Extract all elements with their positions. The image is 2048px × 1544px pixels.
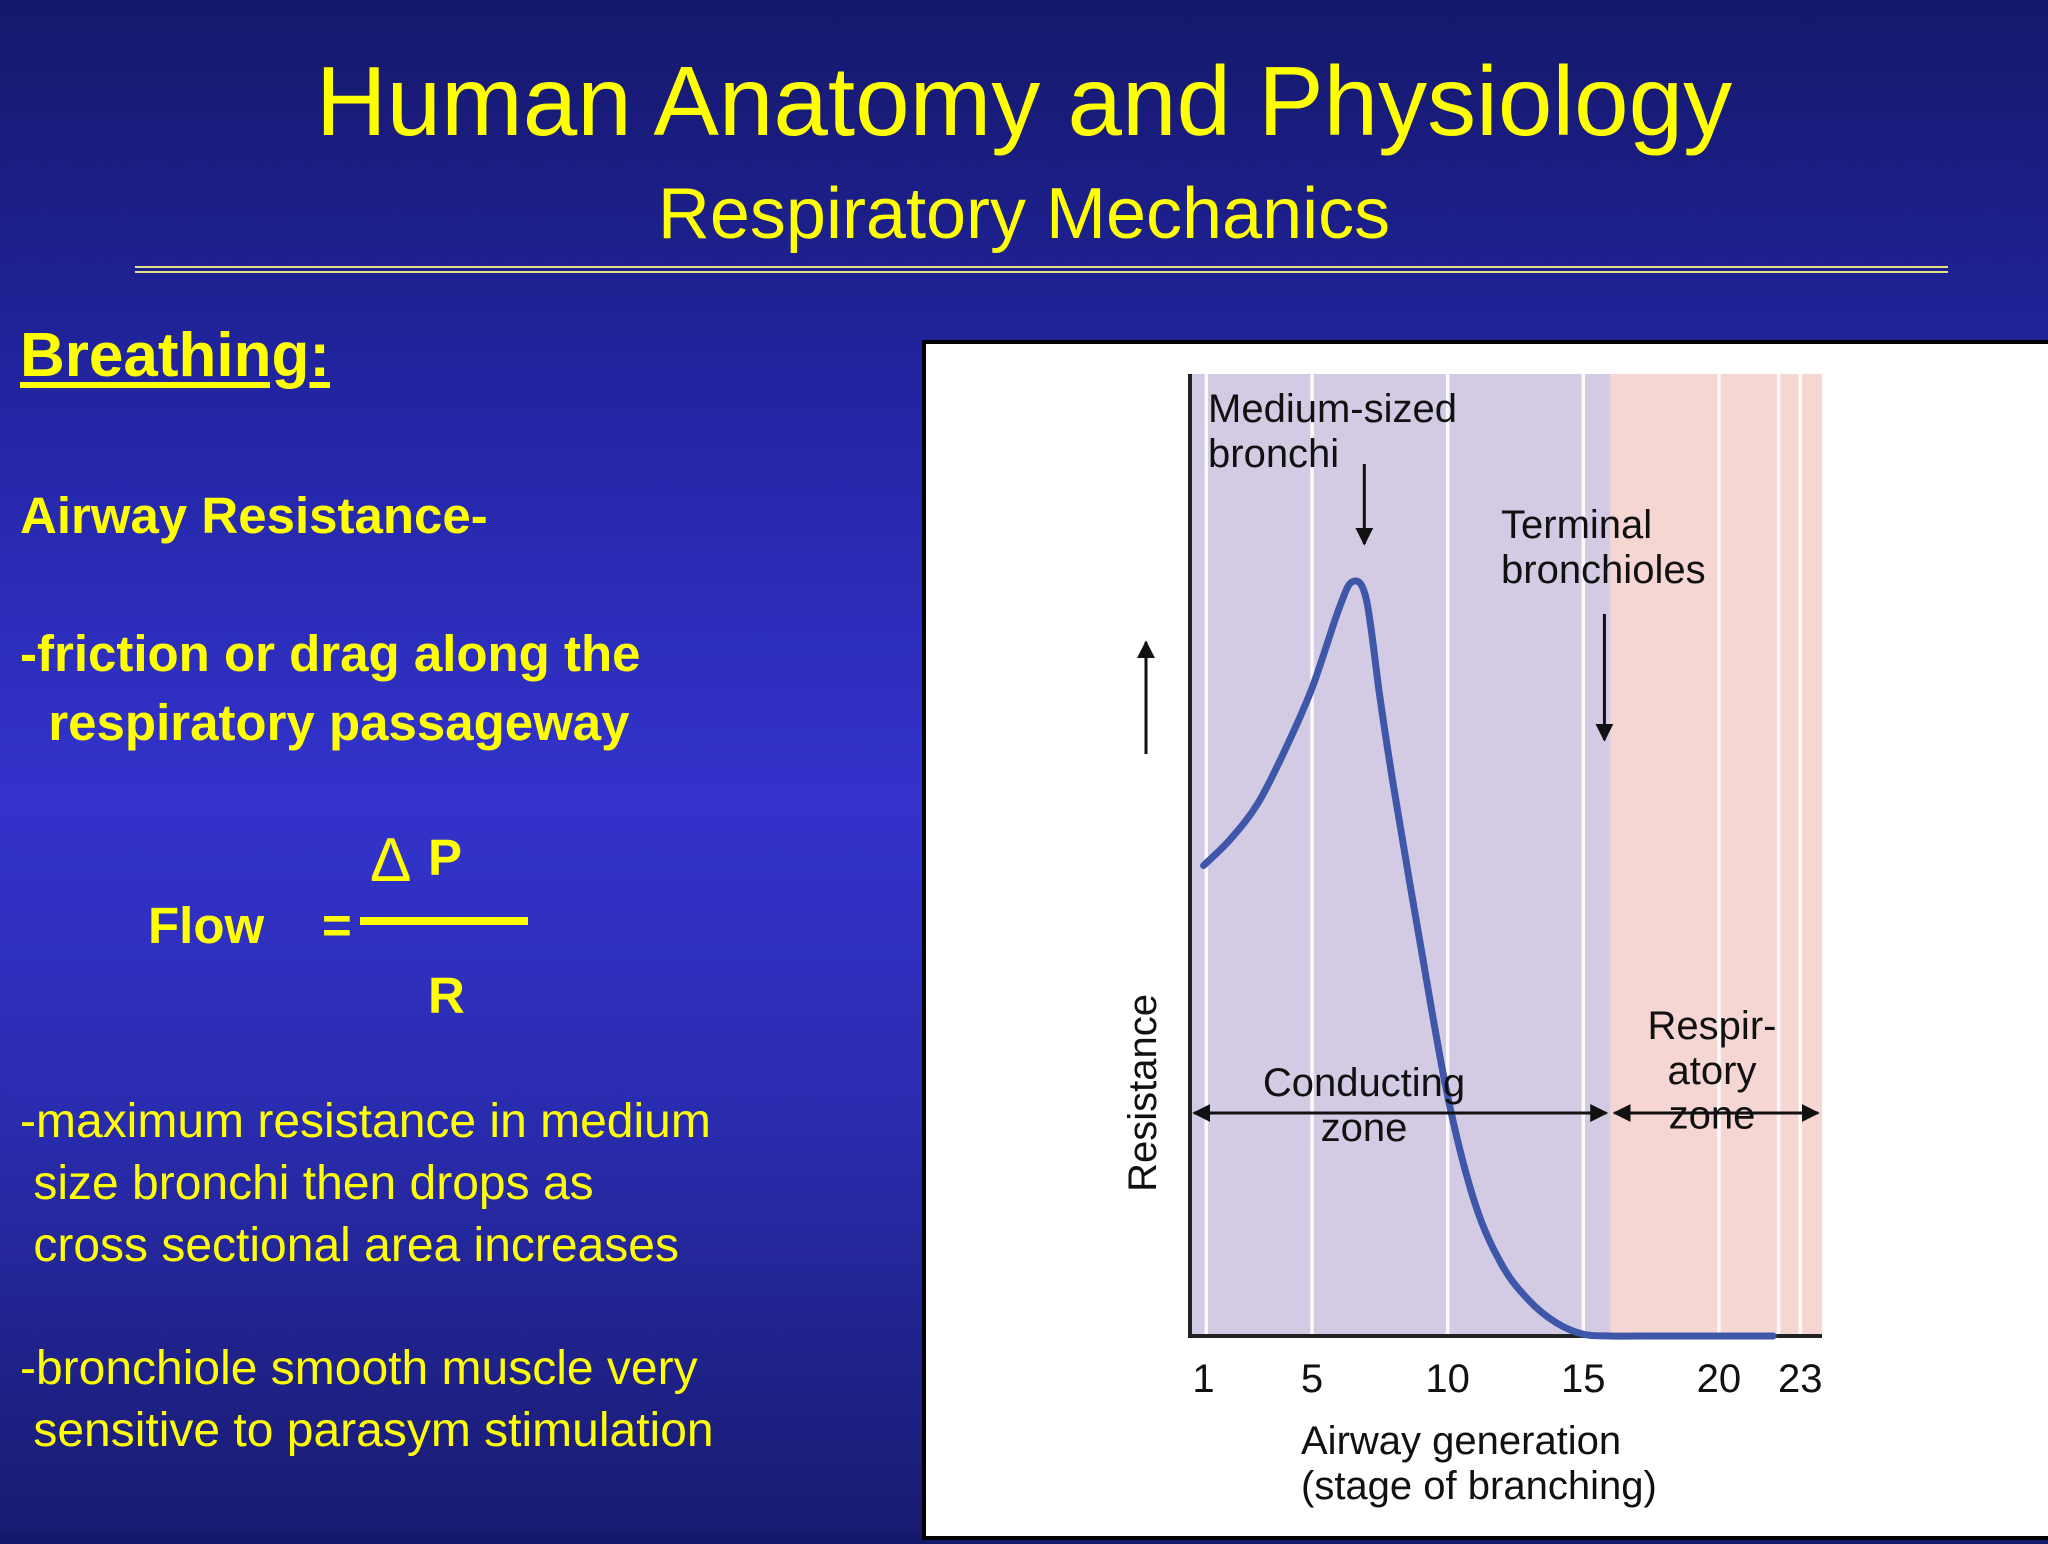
respiratory-zone-label: Respir-atory zone bbox=[1648, 1004, 1777, 1138]
definition-line-2: respiratory passageway bbox=[20, 694, 630, 751]
formula-equals: = bbox=[322, 897, 352, 954]
conducting-zone-label: Conducting zone bbox=[1263, 1061, 1465, 1150]
chart-panel: 1 5 10 15 20 23 Airway generation (stage of bra… bbox=[922, 340, 2048, 1540]
slide-subtitle: Respiratory Mechanics bbox=[657, 174, 1391, 254]
annotation-medium-bronchi: Medium-sized bronchi bbox=[1208, 387, 1457, 476]
definition-line-1: -friction or drag along the bbox=[20, 625, 641, 682]
formula-numerator: P bbox=[428, 829, 463, 886]
x-tick-label-5: 5 bbox=[1301, 1357, 1323, 1401]
bullet-bronchiole-line-2: sensitive to parasym stimulation bbox=[20, 1404, 714, 1457]
title-rule-bottom bbox=[135, 271, 1948, 273]
x-tick-label-10: 10 bbox=[1425, 1357, 1470, 1401]
slide-title: Human Anatomy and Physiology bbox=[315, 46, 1733, 156]
x-tick-label-23: 23 bbox=[1778, 1357, 1823, 1401]
x-tick-label-1: 1 bbox=[1192, 1357, 1214, 1401]
title-rule-top bbox=[135, 266, 1948, 268]
x-tick-label-15: 15 bbox=[1561, 1357, 1606, 1401]
fraction-bar bbox=[360, 917, 528, 925]
bullet-bronchiole-line-1: -bronchiole smooth muscle very bbox=[20, 1342, 698, 1395]
formula-denominator: R bbox=[428, 967, 465, 1024]
bullet-max-line-3: cross sectional area increases bbox=[20, 1219, 679, 1272]
section-heading: Breathing: bbox=[20, 321, 330, 390]
delta-symbol: Δ bbox=[370, 826, 412, 895]
bullet-max-line-1: -maximum resistance in medium bbox=[20, 1095, 711, 1148]
annotation-terminal-bronchioles: Terminal bronchioles bbox=[1501, 503, 1706, 592]
x-axis-title: Airway generation (stage of branching) bbox=[1301, 1419, 1657, 1508]
bullet-max-line-2: size bronchi then drops as bbox=[20, 1157, 594, 1210]
formula-lhs: Flow bbox=[148, 897, 265, 954]
respiratory-zone-band bbox=[1610, 374, 1822, 1336]
y-axis-title: Resistance bbox=[1121, 994, 1165, 1192]
conducting-zone-band bbox=[1190, 374, 1611, 1336]
topic-label: Airway Resistance- bbox=[20, 487, 488, 544]
x-tick-label-20: 20 bbox=[1697, 1357, 1742, 1401]
resistance-curve bbox=[1200, 577, 1777, 1340]
